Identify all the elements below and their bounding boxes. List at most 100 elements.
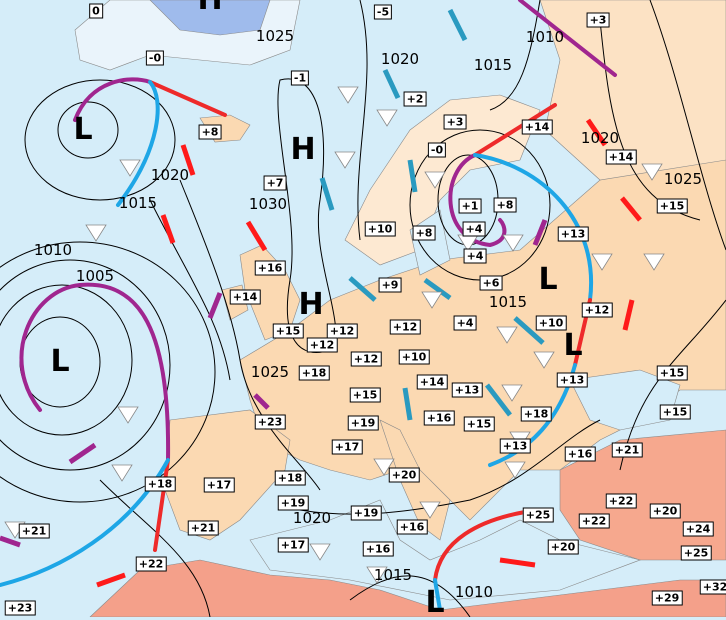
temperature-label: +15 xyxy=(272,323,304,339)
temperature-label: +12 xyxy=(306,337,338,353)
shower-triangle-icon xyxy=(421,291,443,309)
temperature-label: +15 xyxy=(349,387,381,403)
temperature-label: +22 xyxy=(578,513,610,529)
temperature-label: +3 xyxy=(586,12,610,28)
isobar-label: 1015 xyxy=(373,566,413,584)
purple-arrow xyxy=(0,535,21,548)
mediterranean xyxy=(249,499,642,601)
cold-arrow xyxy=(447,8,468,42)
temperature-label: +29 xyxy=(651,590,683,606)
isobar-label: 1015 xyxy=(473,56,513,74)
temperature-label: +18 xyxy=(274,470,306,486)
shower-triangle-icon xyxy=(641,163,663,181)
isobar-label: 1025 xyxy=(250,363,290,381)
shower-triangle-icon xyxy=(496,326,518,344)
temperature-label: +22 xyxy=(605,493,637,509)
shower-triangle-icon xyxy=(424,171,446,189)
temperature-label: +16 xyxy=(254,260,286,276)
temperature-label: +13 xyxy=(557,226,589,242)
occluded-front xyxy=(518,0,617,77)
temperature-label: -0 xyxy=(427,142,447,158)
temperature-label: +15 xyxy=(463,416,495,432)
low-pressure-center: L xyxy=(73,112,93,147)
temperature-label: +17 xyxy=(331,439,363,455)
isobar-label: 1010 xyxy=(454,583,494,601)
high-pressure-center: H xyxy=(290,132,316,167)
temperature-label: +8 xyxy=(412,225,436,241)
airflow-arrows xyxy=(0,8,642,588)
temperature-label: +4 xyxy=(462,221,486,237)
isobar-label: 1020 xyxy=(580,129,620,147)
shower-triangle-icon xyxy=(504,461,526,479)
temperature-label: +24 xyxy=(682,521,714,537)
warm-arrow xyxy=(585,118,608,147)
shower-triangle-icon xyxy=(334,151,356,169)
cold-arrow xyxy=(485,383,512,417)
greenland-ice xyxy=(149,0,271,36)
temperature-label: +20 xyxy=(388,467,420,483)
shower-triangle-icon xyxy=(373,458,395,476)
cold-arrow xyxy=(513,316,545,345)
temperature-label: +15 xyxy=(656,365,688,381)
low-pressure-center: L xyxy=(425,585,445,620)
temperature-label: +23 xyxy=(254,414,286,430)
warm-arrow xyxy=(499,557,536,568)
temperature-label: +18 xyxy=(298,365,330,381)
temperature-label: +4 xyxy=(463,248,487,264)
temperature-label: +7 xyxy=(263,175,287,191)
temperature-label: +16 xyxy=(423,410,455,426)
temperature-label: +12 xyxy=(326,323,358,339)
temperature-label: +12 xyxy=(581,302,613,318)
temperature-label: +16 xyxy=(564,446,596,462)
isobar-label: 1015 xyxy=(118,194,158,212)
temperature-label: +14 xyxy=(521,119,553,135)
temperature-label: +8 xyxy=(198,124,222,140)
temperature-label: +19 xyxy=(347,415,379,431)
temperature-label: +3 xyxy=(443,114,467,130)
warm-front xyxy=(153,458,170,552)
shower-triangle-icon xyxy=(366,566,388,584)
isobar-label: 1025 xyxy=(663,170,703,188)
temperature-label: +12 xyxy=(350,351,382,367)
low-pressure-center: L xyxy=(50,344,70,379)
temperature-label: +19 xyxy=(277,495,309,511)
temperature-label: -0 xyxy=(145,50,165,66)
isobar-label: 1010 xyxy=(525,28,565,46)
cold-arrow xyxy=(402,387,413,421)
isobar-label: 1005 xyxy=(75,267,115,285)
temperature-label: +10 xyxy=(398,349,430,365)
russia-east xyxy=(539,0,726,181)
shower-triangle-icon xyxy=(376,109,398,127)
temperature-label: +25 xyxy=(680,545,712,561)
temperature-label: +10 xyxy=(364,221,396,237)
temperature-label: +13 xyxy=(556,372,588,388)
temperature-label: +4 xyxy=(453,315,477,331)
temperature-label: +15 xyxy=(656,198,688,214)
temperature-label: +9 xyxy=(378,277,402,293)
temperature-label: +17 xyxy=(277,537,309,553)
temperature-label: +20 xyxy=(547,539,579,555)
low-pressure-center: L xyxy=(563,328,583,363)
temperature-label: +22 xyxy=(135,556,167,572)
isobar-label: 1025 xyxy=(255,27,295,45)
isobar-label: 1015 xyxy=(488,293,528,311)
temperature-label: +14 xyxy=(605,149,637,165)
isobar-label: 1020 xyxy=(150,166,190,184)
isobar-label: 1020 xyxy=(380,50,420,68)
temperature-label: -5 xyxy=(373,4,393,20)
warm-front xyxy=(433,510,527,582)
warm-arrow xyxy=(620,196,642,222)
temperature-label: +32 xyxy=(699,579,726,595)
warm-arrow xyxy=(96,572,126,588)
shower-triangle-icon xyxy=(591,253,613,271)
warm-arrow xyxy=(180,144,196,176)
temperature-label: +18 xyxy=(520,406,552,422)
temperature-label: +14 xyxy=(416,374,448,390)
low-pressure-center: L xyxy=(538,262,558,297)
shower-triangle-icon xyxy=(419,501,441,519)
temperature-label: +21 xyxy=(187,520,219,536)
cold-front xyxy=(473,153,594,302)
shower-triangle-icon xyxy=(111,464,133,482)
